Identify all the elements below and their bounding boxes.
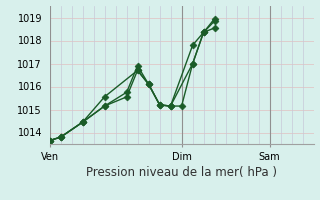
X-axis label: Pression niveau de la mer( hPa ): Pression niveau de la mer( hPa ) xyxy=(86,166,277,179)
